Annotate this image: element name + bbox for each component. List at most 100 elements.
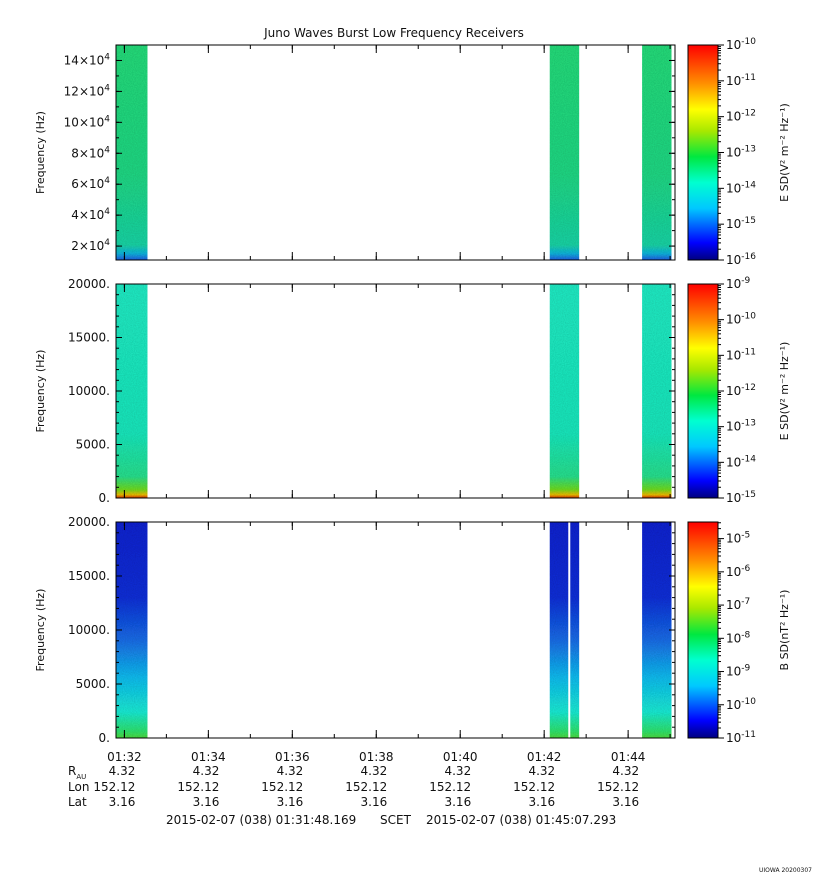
plot-frame [115, 44, 676, 261]
y-tick-label: 15000. [68, 331, 110, 345]
colorbar-tick-label: 10-9 [726, 276, 751, 291]
chart-title: Juno Waves Burst Low Frequency Receivers [263, 26, 524, 40]
y-tick-label: 8×104 [71, 145, 110, 160]
data-block-2 [549, 45, 580, 260]
panel-2: 0. 5000. 10000. 15000. 20000. Frequency (Hz) 1… [34, 276, 791, 505]
ephem-value-lon: 152.12 [345, 780, 387, 794]
colorbar-label: E SD(V² m⁻² Hz⁻¹) [778, 103, 791, 202]
time-range-start: 2015-02-07 (038) 01:31:48.169 [166, 813, 356, 827]
plot-frame [115, 283, 676, 499]
footer-tag: UIOWA 20200307 [759, 867, 812, 874]
x-tick-label: 01:40 [443, 750, 478, 764]
time-range: 2015-02-07 (038) 01:31:48.169 SCET 2015-… [166, 813, 616, 827]
colorbar-tick-label: 10-13 [726, 145, 756, 160]
colorbar-tick-label: 10-12 [726, 383, 756, 398]
data-block-3 [642, 522, 672, 738]
data-block-2 [549, 522, 580, 738]
y-tick-label: 10000. [68, 623, 110, 637]
data-block-3 [642, 284, 672, 498]
ephem-value-r: 4.32 [528, 764, 555, 778]
y-tick-label: 14×104 [64, 52, 111, 67]
ephem-value-lon: 152.12 [93, 780, 135, 794]
y-tick-label: 0. [99, 731, 110, 745]
ephem-value-lon: 152.12 [513, 780, 555, 794]
ephem-value-r: 4.32 [612, 764, 639, 778]
colorbar-scale [687, 283, 719, 499]
y-tick-label: 0. [99, 491, 110, 505]
ephem-label-lat: Lat [68, 795, 87, 809]
colorbar-tick-label: 10-7 [726, 597, 750, 612]
colorbar-scale [687, 44, 719, 261]
y-tick-label: 10×104 [64, 114, 111, 129]
colorbar-tick-label: 10-16 [726, 252, 756, 267]
x-tick-label: 01:44 [611, 750, 646, 764]
ephem-value-r: 4.32 [193, 764, 220, 778]
colorbar-tick-label: 10-8 [726, 630, 751, 645]
data-block-2 [549, 284, 580, 498]
time-range-scet: SCET [380, 813, 412, 827]
panels: 2×104 4×104 6×104 8×104 10×104 12×104 14×104 Fr… [34, 37, 791, 745]
ephem-value-lon: 152.12 [177, 780, 219, 794]
ephem-label-r: RAU [68, 764, 86, 781]
y-tick-label: 10000. [68, 384, 110, 398]
colorbar-tick-label: 10-12 [726, 109, 756, 124]
colorbar: 10-15 10-14 10-13 10-12 10-11 10-10 10-9 E SD(V… [687, 276, 791, 505]
ephem-value-lon: 152.12 [261, 780, 303, 794]
ephem-value-lat: 3.16 [612, 795, 639, 809]
ephem-value-lat: 3.16 [444, 795, 471, 809]
ephem-value-lat: 3.16 [277, 795, 304, 809]
colorbar-tick-label: 10-14 [726, 454, 756, 469]
x-tick-label: 01:38 [359, 750, 394, 764]
colorbar-tick-label: 10-5 [726, 531, 750, 546]
colorbar-tick-label: 10-11 [726, 730, 756, 745]
y-axis-label: Frequency (Hz) [34, 111, 47, 194]
ephem-value-r: 4.32 [109, 764, 136, 778]
plot-frame [115, 521, 676, 739]
colorbar: 10-16 10-15 10-14 10-13 10-12 10-11 10-10 E SD(… [687, 37, 791, 267]
ephem-value-lon: 152.12 [597, 780, 639, 794]
colorbar-tick-label: 10-6 [726, 564, 751, 579]
data-block-3 [642, 45, 672, 260]
y-tick-label: 12×104 [64, 83, 111, 98]
colorbar-tick-label: 10-10 [726, 37, 756, 52]
data-gap-line [568, 522, 571, 738]
x-tick-label: 01:34 [191, 750, 226, 764]
ephem-value-r: 4.32 [444, 764, 471, 778]
y-tick-label: 6×104 [71, 176, 110, 191]
y-tick-label: 15000. [68, 569, 110, 583]
panel-3: 0. 5000. 10000. 15000. 20000. Frequency (Hz) 1… [34, 515, 791, 745]
ephem-value-r: 4.32 [361, 764, 388, 778]
time-range-end: 2015-02-07 (038) 01:45:07.293 [426, 813, 616, 827]
x-tick-label: 01:36 [275, 750, 310, 764]
ephem-value-lon: 152.12 [429, 780, 471, 794]
colorbar-scale [687, 521, 719, 739]
y-tick-label: 20000. [68, 515, 110, 529]
ephem-value-r: 4.32 [277, 764, 304, 778]
colorbar-tick-label: 10-13 [726, 419, 756, 434]
colorbar-label: E SD(V² m⁻² Hz⁻¹) [778, 342, 791, 441]
ephem-value-lat: 3.16 [361, 795, 388, 809]
y-tick-label: 5000. [76, 438, 110, 452]
colorbar-tick-label: 10-10 [726, 312, 756, 327]
ephemeris-table: RAU Lon Lat 4.32152.123.164.32152.123.16… [68, 764, 639, 809]
x-tick-label: 01:42 [527, 750, 562, 764]
colorbar-tick-label: 10-9 [726, 664, 751, 679]
x-axis: 01:32 01:34 01:36 01:38 01:40 01:42 01:44 [107, 750, 645, 764]
y-axis-label: Frequency (Hz) [34, 589, 47, 672]
y-axis-label: Frequency (Hz) [34, 350, 47, 433]
y-tick-label: 2×104 [71, 238, 110, 253]
colorbar-tick-label: 10-15 [726, 216, 756, 231]
ephem-label-lon: Lon [68, 780, 89, 794]
ephem-value-lat: 3.16 [193, 795, 220, 809]
panel-1: 2×104 4×104 6×104 8×104 10×104 12×104 14×104 Fr… [34, 37, 791, 267]
colorbar-tick-label: 10-15 [726, 490, 756, 505]
colorbar-tick-label: 10-10 [726, 697, 756, 712]
ephem-value-lat: 3.16 [109, 795, 136, 809]
colorbar-tick-label: 10-11 [726, 73, 756, 88]
colorbar-tick-label: 10-14 [726, 180, 756, 195]
data-block-1 [116, 45, 148, 260]
colorbar-tick-label: 10-11 [726, 347, 756, 362]
colorbar: 10-11 10-10 10-9 10-8 10-7 10-6 10-5 B SD(nT² H… [687, 521, 791, 745]
colorbar-label: B SD(nT² Hz⁻¹) [778, 590, 791, 671]
